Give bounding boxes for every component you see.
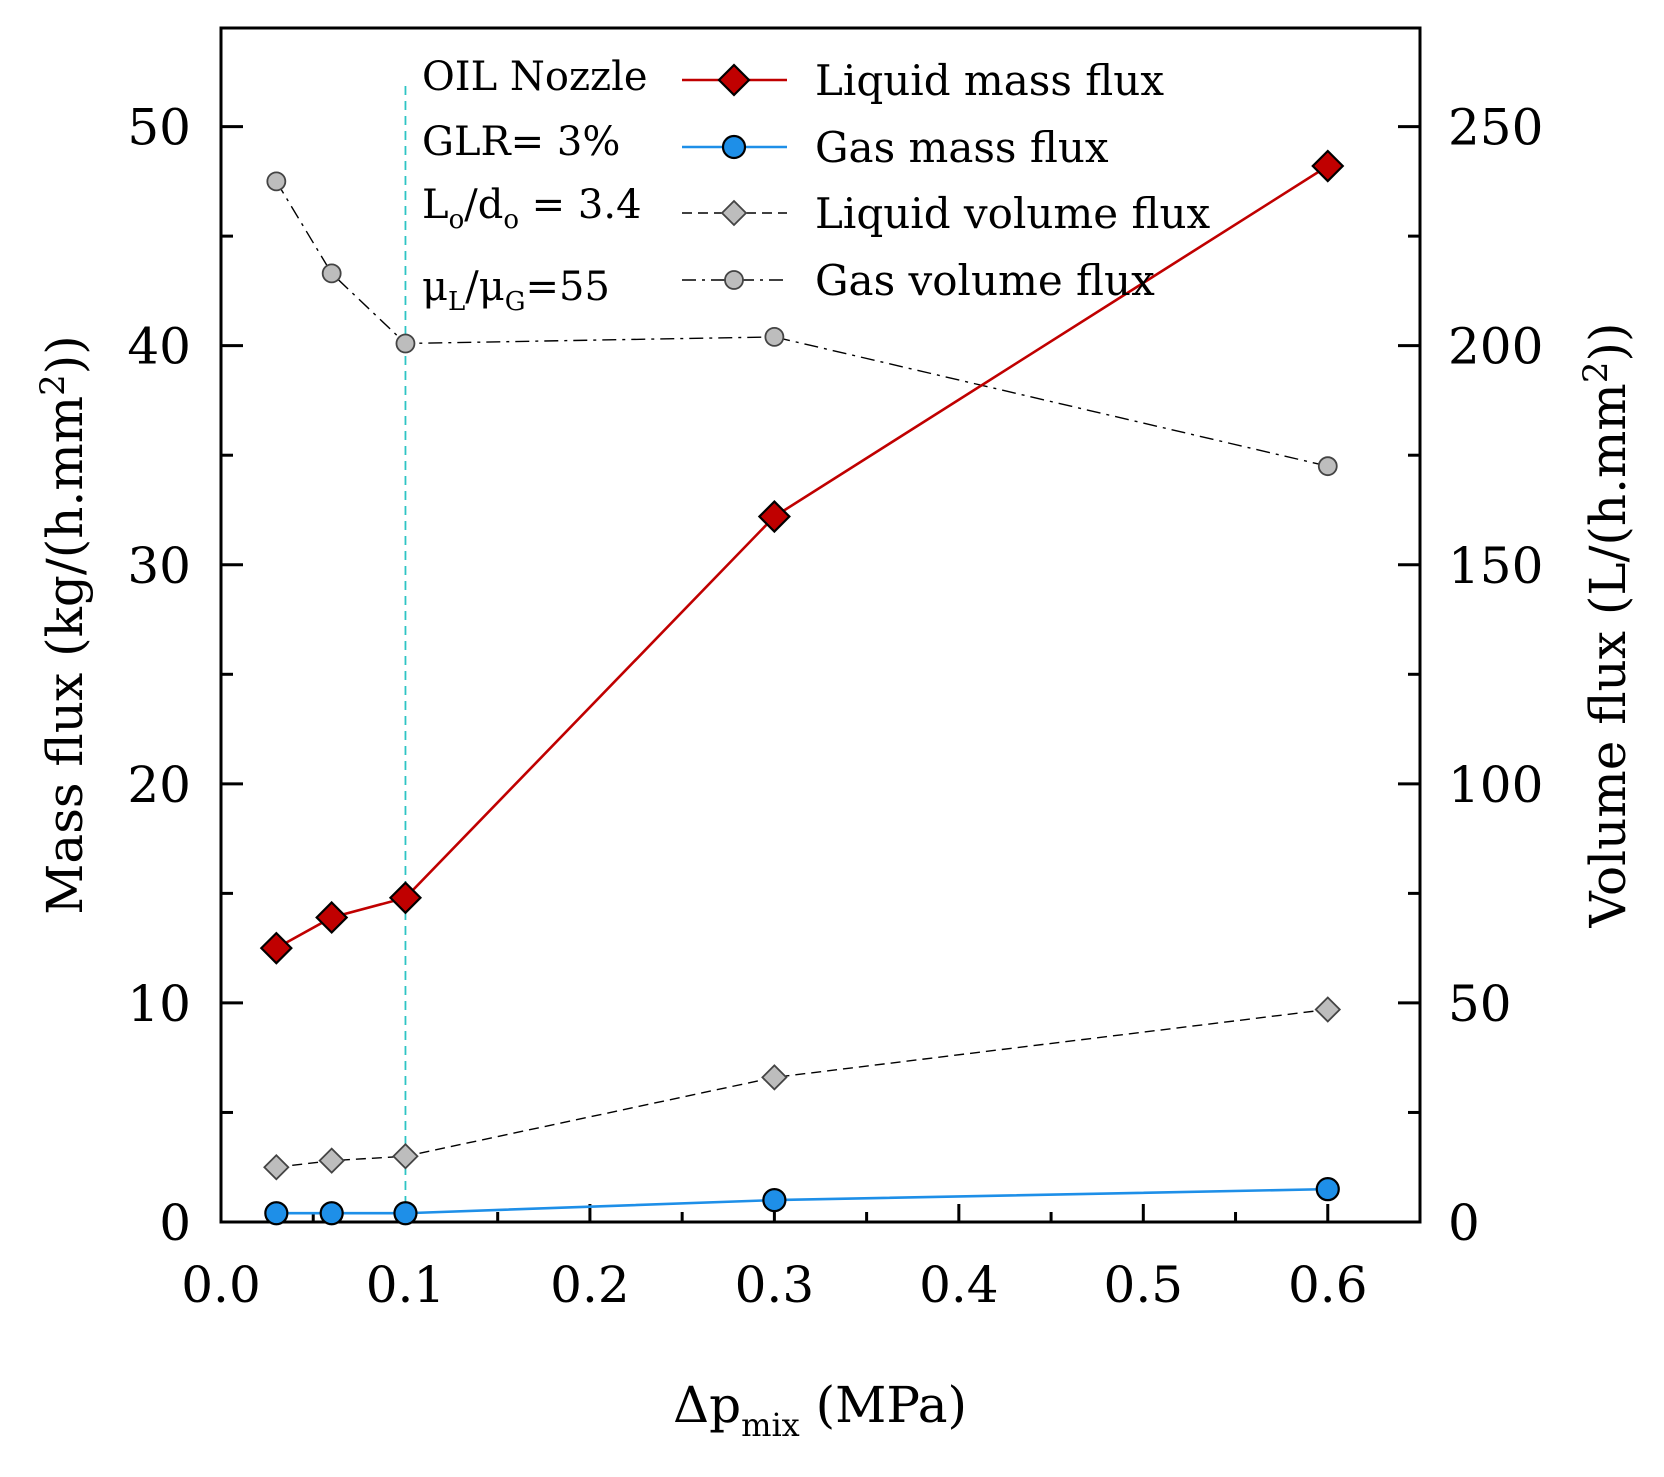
series-gas-volume-flux bbox=[266, 171, 1338, 477]
data-point-liquid-mass-flux bbox=[757, 499, 791, 534]
legend-marker-gas-volume-flux bbox=[724, 270, 744, 290]
data-point-liquid-volume-flux bbox=[761, 1064, 788, 1091]
data-point-gas-mass-flux bbox=[393, 1201, 418, 1226]
legend-label-liquid-mass-flux: Liquid mass flux bbox=[815, 56, 1164, 105]
y-right-tick-label: 50 bbox=[1448, 975, 1512, 1033]
data-point-gas-volume-flux bbox=[395, 333, 416, 354]
x-tick-label: 0.4 bbox=[919, 1256, 999, 1314]
y-left-axis-ticks: 0 10 20 30 40 50 bbox=[127, 99, 243, 1252]
x-tick-label: 0.2 bbox=[550, 1256, 630, 1314]
legend-marker-liquid-mass-flux bbox=[717, 63, 751, 97]
annotation-glr: GLR= 3% bbox=[422, 119, 620, 165]
series-line-gas-mass-flux bbox=[276, 1187, 1328, 1215]
data-point-gas-mass-flux bbox=[1315, 1177, 1340, 1202]
data-point-gas-mass-flux bbox=[264, 1201, 289, 1226]
x-tick-label: 0.6 bbox=[1288, 1256, 1368, 1314]
x-tick-label: 0.1 bbox=[366, 1256, 446, 1314]
data-point-gas-mass-flux bbox=[319, 1201, 344, 1226]
data-point-gas-volume-flux bbox=[266, 171, 287, 192]
y-right-axis-title: Volume flux (L/(h.mm2)) bbox=[1576, 323, 1637, 929]
data-point-liquid-mass-flux bbox=[1311, 149, 1345, 183]
legend-label-liquid-volume-flux: Liquid volume flux bbox=[815, 189, 1211, 238]
x-tick-label: 0.3 bbox=[735, 1256, 815, 1314]
y-right-tick-label: 0 bbox=[1448, 1194, 1480, 1252]
y-right-tick-label: 150 bbox=[1448, 537, 1543, 595]
data-point-gas-volume-flux bbox=[1317, 456, 1338, 477]
y-right-tick-label: 250 bbox=[1448, 99, 1543, 157]
data-point-liquid-volume-flux bbox=[392, 1143, 419, 1170]
series-gas-mass-flux bbox=[264, 1177, 1340, 1226]
legend-entry-gas-mass-flux: Gas mass flux bbox=[682, 123, 1109, 172]
series-liquid-mass-flux bbox=[259, 149, 1345, 965]
legend: Liquid mass flux Gas mass flux Liquid volu… bbox=[682, 56, 1211, 305]
y-left-axis-title: Mass flux (kg/(h.mm2)) bbox=[33, 335, 94, 915]
y-left-tick-label: 40 bbox=[127, 318, 191, 376]
y-left-tick-label: 10 bbox=[127, 975, 191, 1033]
legend-marker-liquid-volume-flux bbox=[720, 199, 748, 227]
data-point-liquid-mass-flux bbox=[259, 931, 293, 965]
y-right-axis-ticks: 0 50 100 150 200 250 bbox=[1398, 99, 1543, 1252]
annotation-block: OIL Nozzle GLR= 3% Lo/do = 3.4 μL/μG=55 bbox=[422, 54, 648, 317]
y-left-tick-label: 20 bbox=[127, 756, 191, 814]
annotation-ld-ratio: Lo/do = 3.4 bbox=[422, 182, 642, 235]
legend-label-gas-mass-flux: Gas mass flux bbox=[815, 123, 1109, 172]
annotation-viscosity-ratio: μL/μG=55 bbox=[422, 264, 610, 317]
data-point-liquid-volume-flux bbox=[318, 1147, 345, 1174]
y-right-tick-label: 200 bbox=[1448, 318, 1543, 376]
x-axis-ticks: 0.0 0.1 0.2 0.3 0.4 0.5 0.6 bbox=[181, 1204, 1368, 1314]
data-point-liquid-volume-flux bbox=[1314, 996, 1342, 1023]
series-liquid-volume-flux bbox=[263, 996, 1342, 1181]
legend-entry-gas-volume-flux: Gas volume flux bbox=[682, 256, 1155, 305]
data-point-liquid-volume-flux bbox=[263, 1153, 290, 1181]
y-left-tick-label: 30 bbox=[127, 537, 191, 595]
y-left-tick-label: 0 bbox=[159, 1194, 191, 1252]
legend-label-gas-volume-flux: Gas volume flux bbox=[815, 256, 1155, 305]
x-axis-title: Δpmix (MPa) bbox=[673, 1376, 967, 1444]
y-left-tick-label: 50 bbox=[127, 99, 191, 157]
annotation-nozzle: OIL Nozzle bbox=[422, 54, 648, 100]
series-layer bbox=[259, 149, 1345, 1226]
data-point-gas-mass-flux bbox=[762, 1187, 787, 1213]
legend-entry-liquid-mass-flux: Liquid mass flux bbox=[682, 56, 1164, 105]
legend-entry-liquid-volume-flux: Liquid volume flux bbox=[682, 189, 1211, 238]
plot-frame bbox=[219, 26, 1422, 1224]
series-line-liquid-volume-flux bbox=[276, 1008, 1328, 1168]
data-point-gas-volume-flux bbox=[321, 263, 342, 284]
x-tick-label: 0.5 bbox=[1104, 1256, 1184, 1314]
legend-marker-gas-mass-flux bbox=[721, 134, 747, 160]
data-point-liquid-mass-flux bbox=[388, 881, 423, 915]
data-point-liquid-mass-flux bbox=[315, 900, 349, 935]
data-point-gas-volume-flux bbox=[764, 327, 785, 347]
y-right-tick-label: 100 bbox=[1448, 756, 1543, 814]
x-tick-label: 0.0 bbox=[181, 1256, 261, 1314]
